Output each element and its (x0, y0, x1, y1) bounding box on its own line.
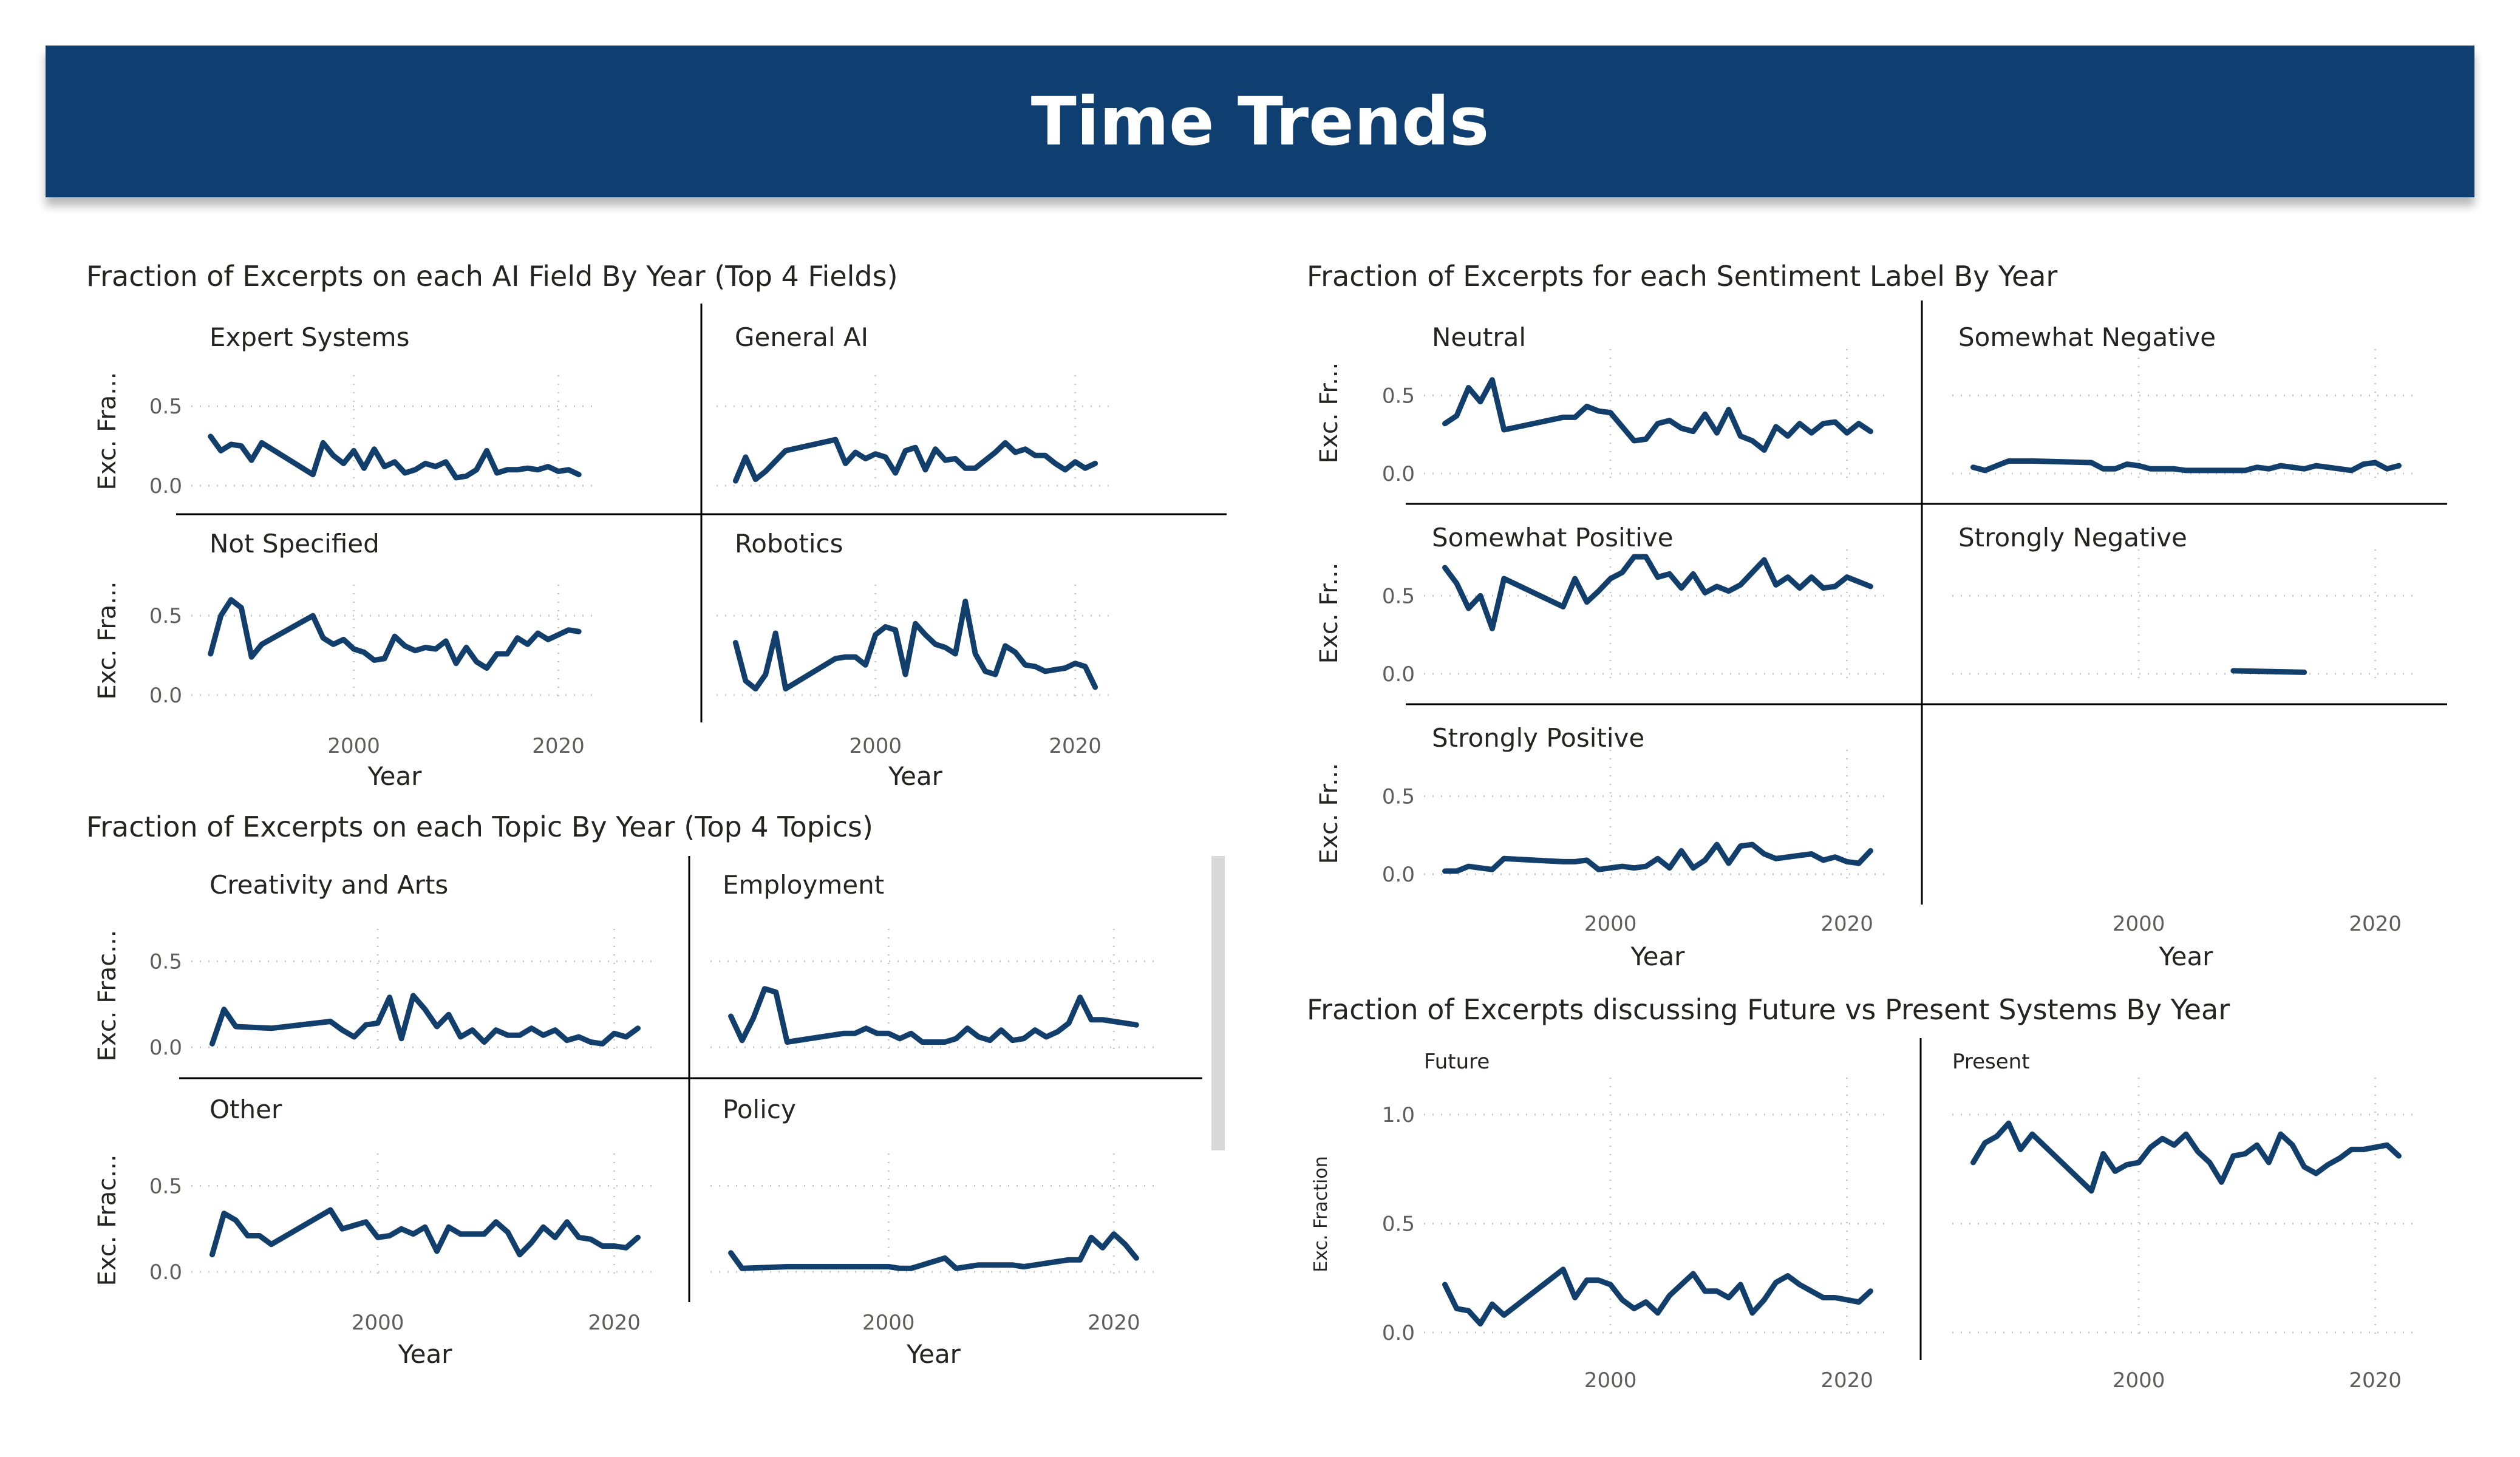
chart-title: Fraction of Excerpts on each AI Field By… (86, 260, 898, 293)
x-tick-label: 2000 (849, 734, 902, 758)
panel-label: Robotics (735, 529, 843, 559)
panel-label: Creativity and Arts (209, 870, 448, 900)
series-line (1970, 458, 2402, 474)
series-line (728, 1231, 1139, 1271)
page-title: Time Trends (1030, 83, 1490, 160)
y-axis-title: Exc. Fraction (1310, 1156, 1332, 1272)
y-axis-title: Exc. Fr... (1315, 362, 1343, 464)
y-axis-title: Exc. Frac... (94, 1155, 121, 1286)
topic-plot: 0.5 0.0 Creativity and Arts Employment 0.5 0.… (94, 856, 1202, 1369)
header-banner: Time Trends (46, 46, 2474, 197)
y-tick-label: 0.0 (1382, 863, 1415, 887)
panel-label: Future (1424, 1050, 1490, 1074)
panel-label: Neutral (1432, 322, 1526, 352)
chart-title: Fraction of Excerpts discussing Future v… (1307, 993, 2230, 1026)
y-axis-title: Exc. Frac... (94, 930, 121, 1062)
series-line (208, 597, 582, 671)
x-axis-title: Year (906, 1339, 961, 1369)
series-line (1442, 1266, 1873, 1327)
x-tick-label: 2020 (588, 1311, 641, 1335)
panel-label: Somewhat Positive (1432, 523, 1674, 552)
x-tick-label: 2020 (1049, 734, 1102, 758)
series-line (1442, 841, 1873, 874)
y-tick-label: 1.0 (1382, 1103, 1415, 1127)
future-present-plot: 1.0 0.5 0.0 Future Present 2000 2020 2000 2020 Ex… (1310, 1038, 2420, 1393)
panel-label: Strongly Negative (1958, 523, 2187, 552)
x-tick-label: 2000 (2113, 912, 2165, 936)
x-tick-label: 2000 (1584, 1368, 1637, 1393)
sentiment-plot: 0.5 0.0 Neutral Somewhat Negative 0.5 0.0 Some… (1315, 301, 2447, 971)
y-tick-label: 0.5 (1382, 1212, 1415, 1236)
x-axis-title: Year (398, 1339, 453, 1369)
chart-title: Fraction of Excerpts for each Sentiment … (1307, 260, 2058, 293)
y-tick-label: 0.0 (1382, 1321, 1415, 1345)
y-tick-label: 0.5 (1382, 784, 1415, 809)
x-tick-label: 2020 (1820, 912, 1873, 936)
series-line (208, 433, 582, 481)
panel-label: Expert Systems (209, 322, 409, 352)
series-line (732, 599, 1098, 691)
x-tick-label: 2020 (2349, 1368, 2402, 1393)
y-tick-label: 0.5 (149, 395, 182, 419)
y-tick-label: 0.5 (1382, 384, 1415, 408)
future-present-chart[interactable]: Fraction of Excerpts discussing Future v… (1299, 977, 2490, 1427)
chart-title: Fraction of Excerpts on each Topic By Ye… (86, 810, 873, 843)
panel-label: Not Specified (209, 529, 380, 559)
ai-field-chart[interactable]: Fraction of Excerpts on each AI Field By… (79, 243, 1233, 807)
series-line (732, 436, 1098, 484)
series-line (209, 1207, 641, 1258)
panel-label: Policy (723, 1095, 796, 1124)
x-axis-title: Year (888, 761, 943, 791)
sentiment-chart[interactable]: Fraction of Excerpts for each Sentiment … (1299, 243, 2490, 996)
panel-label: Somewhat Negative (1958, 322, 2216, 352)
x-axis-title: Year (1630, 942, 1686, 971)
scrollbar[interactable] (1211, 856, 1225, 1150)
x-axis-title: Year (2159, 942, 2214, 971)
y-tick-label: 0.5 (149, 1174, 182, 1198)
panel-label: Other (209, 1095, 282, 1124)
x-tick-label: 2000 (2113, 1368, 2165, 1393)
x-tick-label: 2000 (862, 1311, 915, 1335)
y-tick-label: 0.5 (149, 949, 182, 974)
panel-label: Employment (723, 870, 884, 900)
x-axis-title: Year (367, 761, 423, 791)
panel-label: Strongly Positive (1432, 723, 1644, 753)
y-tick-label: 0.0 (1382, 462, 1415, 486)
y-tick-label: 0.5 (1382, 584, 1415, 608)
panel-label: General AI (735, 322, 868, 352)
x-tick-label: 2020 (1088, 1311, 1140, 1335)
y-axis-title: Exc. Fr... (1315, 563, 1343, 664)
y-tick-label: 0.0 (149, 1036, 182, 1060)
series-line (2230, 668, 2307, 675)
panel-label: Present (1952, 1050, 2030, 1074)
x-tick-label: 2020 (1820, 1368, 1873, 1393)
ai-field-plot: 0.5 0.0 Expert Systems General AI 0.5 0.0 Not … (94, 304, 1227, 791)
y-axis-title: Exc. Fr... (1315, 763, 1343, 864)
series-line (1442, 554, 1873, 631)
topic-chart[interactable]: Fraction of Excerpts on each Topic By Ye… (79, 795, 1233, 1396)
series-line (1442, 377, 1873, 453)
y-tick-label: 0.0 (149, 684, 182, 708)
y-tick-label: 0.0 (149, 1260, 182, 1285)
x-tick-label: 2000 (327, 734, 380, 758)
x-tick-label: 2000 (1584, 912, 1637, 936)
y-tick-label: 0.0 (149, 474, 182, 498)
y-tick-label: 0.5 (149, 604, 182, 628)
x-tick-label: 2020 (532, 734, 585, 758)
series-line (728, 986, 1139, 1045)
y-tick-label: 0.0 (1382, 662, 1415, 687)
series-line (209, 993, 641, 1047)
x-tick-label: 2020 (2349, 912, 2402, 936)
y-axis-title: Exc. Fra... (94, 582, 121, 700)
series-line (1970, 1120, 2402, 1194)
y-axis-title: Exc. Fra... (94, 372, 121, 491)
x-tick-label: 2000 (352, 1311, 404, 1335)
